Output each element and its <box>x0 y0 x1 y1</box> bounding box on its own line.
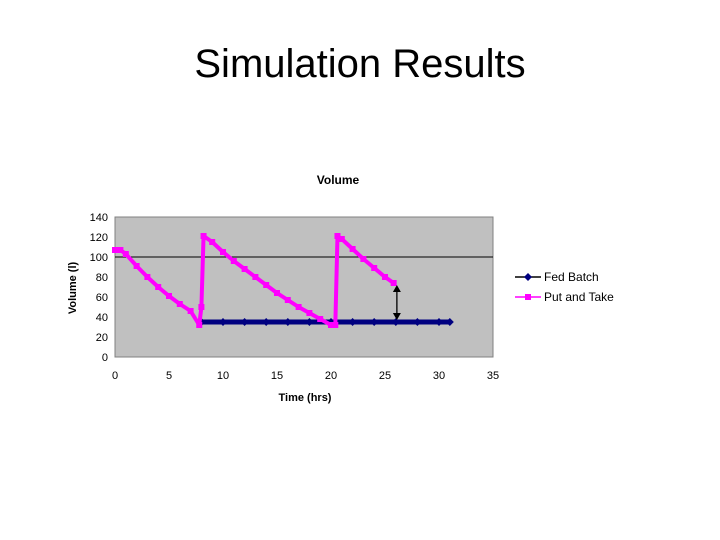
y-tick-label: 120 <box>90 232 108 244</box>
annotation-layer <box>392 285 401 320</box>
legend-marker-square <box>525 294 531 300</box>
data-point <box>328 322 334 328</box>
data-point <box>198 304 205 310</box>
data-point <box>274 290 280 296</box>
x-axis-label: Time (hrs) <box>279 392 332 404</box>
plot-area <box>114 216 494 358</box>
data-point <box>262 318 271 326</box>
data-point <box>283 318 292 326</box>
y-tick-label: 80 <box>96 272 108 284</box>
series-layer <box>112 233 454 328</box>
legend-item: Fed Batch <box>515 270 599 284</box>
data-point <box>371 265 378 271</box>
data-point <box>334 233 341 239</box>
data-point <box>382 274 388 280</box>
y-axis-label: Volume (l) <box>67 261 79 314</box>
data-point <box>252 274 259 280</box>
y-tick-label: 60 <box>96 292 108 304</box>
data-point <box>230 258 237 264</box>
x-tick-label: 15 <box>271 370 283 382</box>
legend-label: Put and Take <box>544 290 614 304</box>
y-axis-ticks: 0 20 40 60 80 100 120 140 <box>90 212 108 364</box>
y-tick-label: 20 <box>96 332 108 344</box>
x-tick-label: 30 <box>433 370 445 382</box>
x-axis-ticks: 0 5 10 15 20 25 30 35 <box>112 370 499 382</box>
data-point <box>240 318 249 326</box>
y-tick-label: 100 <box>90 252 108 264</box>
data-point <box>176 301 183 307</box>
x-tick-label: 10 <box>217 370 229 382</box>
data-point <box>349 246 356 252</box>
data-point <box>305 318 314 326</box>
data-point <box>306 310 313 316</box>
legend-label: Fed Batch <box>544 270 599 284</box>
data-point <box>200 233 207 239</box>
x-tick-label: 0 <box>112 370 118 382</box>
x-tick-label: 5 <box>166 370 172 382</box>
data-point <box>219 318 227 326</box>
data-point <box>338 236 345 242</box>
data-point <box>144 274 151 280</box>
data-point <box>445 318 454 326</box>
data-point <box>348 318 357 326</box>
data-point <box>209 239 216 245</box>
y-tick-label: 0 <box>102 352 108 364</box>
slide-title: Simulation Results <box>194 42 526 86</box>
data-point <box>117 247 124 253</box>
data-point <box>196 322 203 328</box>
data-point <box>370 318 379 326</box>
data-point <box>390 280 397 286</box>
y-tick-label: 140 <box>90 212 108 224</box>
x-tick-label: 20 <box>325 370 337 382</box>
data-point <box>155 284 162 290</box>
legend-marker-diamond <box>524 273 532 281</box>
y-tick-label: 40 <box>96 312 108 324</box>
data-point <box>317 316 324 322</box>
data-point <box>295 304 302 310</box>
x-tick-label: 25 <box>379 370 391 382</box>
data-point <box>391 318 400 326</box>
data-point <box>241 266 248 272</box>
x-tick-label: 35 <box>487 370 499 382</box>
legend-item: Put and Take <box>515 290 614 304</box>
data-point <box>413 318 422 326</box>
data-point <box>122 251 129 257</box>
data-point <box>166 293 172 299</box>
data-point <box>133 263 140 269</box>
legend: Fed Batch Put and Take <box>515 270 614 304</box>
data-point <box>112 247 118 253</box>
series-put-and-take <box>112 233 397 328</box>
data-point <box>187 308 194 314</box>
data-point <box>435 318 443 326</box>
data-point <box>263 282 270 288</box>
data-point <box>360 256 367 262</box>
arrow-head-down <box>392 313 401 320</box>
data-point <box>332 322 339 328</box>
data-point <box>284 297 291 303</box>
data-point <box>220 249 226 255</box>
chart-title: Volume <box>317 173 360 187</box>
arrow-head-up <box>392 285 401 292</box>
